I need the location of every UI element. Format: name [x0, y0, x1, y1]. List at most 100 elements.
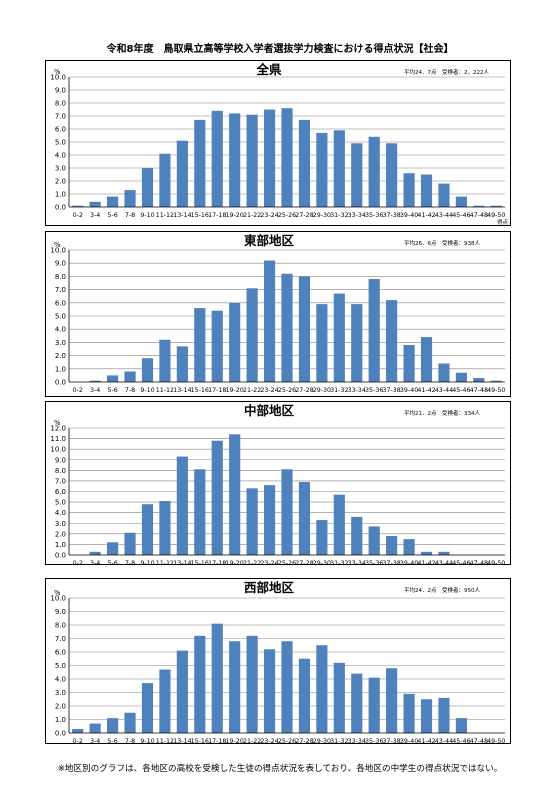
y-axis-unit: % [54, 589, 61, 597]
chart-stats: 平均26．6点 受検者：938人 [404, 239, 480, 247]
x-tick-label: 49-50 [487, 212, 505, 219]
x-tick-label: 35-36 [365, 560, 383, 566]
x-tick-label: 25-26 [278, 212, 296, 219]
y-tick-label: 8.0 [55, 273, 66, 281]
y-tick-label: 2.0 [55, 352, 66, 360]
y-tick-label: 6.0 [55, 299, 66, 307]
x-tick-label: 27-28 [295, 387, 313, 394]
y-tick-label: 0.0 [55, 552, 66, 560]
x-tick-label: 47-48 [470, 387, 488, 394]
bar [438, 183, 450, 207]
bar [263, 109, 276, 207]
x-tick-label: 9-10 [140, 560, 154, 566]
chart-stats: 平均24．2点 受検者：950人 [404, 586, 480, 594]
y-tick-label: 0.0 [55, 730, 66, 738]
bar [368, 526, 380, 555]
x-tick-label: 23-24 [260, 738, 278, 745]
y-tick-label: 3.0 [55, 689, 66, 697]
x-tick-label: 33-34 [348, 560, 366, 566]
x-tick-label: 45-46 [452, 212, 470, 219]
x-tick-label: 37-38 [382, 738, 400, 745]
y-tick-label: 12.0 [50, 425, 66, 433]
x-tick-label: 35-36 [365, 212, 383, 219]
x-tick-label: 41-42 [417, 387, 435, 394]
bar [298, 276, 311, 382]
x-tick-label: 39-40 [400, 738, 418, 745]
y-axis-unit: % [54, 68, 61, 76]
bar [246, 114, 258, 207]
x-tick-label: 31-32 [330, 560, 348, 566]
y-tick-label: 6.0 [55, 488, 66, 496]
bar [107, 196, 119, 207]
bar-chart: 中部地区 平均21．2点 受検者：334人% 0.0 1.0 2.0 3.0 4.0 5.0 6… [50, 403, 505, 566]
bar [211, 440, 223, 555]
x-tick-label: 5-6 [107, 560, 117, 566]
x-tick-label: 7-8 [125, 560, 135, 566]
bar [368, 677, 380, 733]
bar [403, 173, 415, 207]
x-tick-label: 0-2 [73, 212, 83, 219]
bar [281, 273, 293, 382]
y-tick-label: 4.0 [55, 509, 66, 517]
x-tick-label: 29-30 [313, 387, 331, 394]
x-tick-label: 27-28 [295, 738, 313, 745]
x-tick-label: 11-12 [156, 387, 174, 394]
y-tick-label: 5.0 [55, 313, 66, 321]
y-tick-label: 10.0 [50, 74, 66, 82]
chart-title: 中部地区 [244, 403, 295, 418]
bar [263, 649, 276, 733]
bar [229, 641, 241, 733]
y-tick-label: 2.0 [55, 178, 66, 186]
chart-title: 東部地区 [244, 233, 295, 248]
y-tick-label: 4.0 [55, 152, 66, 160]
bar [351, 673, 363, 733]
y-tick-label: 0.0 [55, 379, 66, 387]
x-tick-label: 11-12 [156, 738, 174, 745]
bar [211, 623, 223, 733]
y-tick-label: 7.0 [55, 635, 66, 643]
bar [263, 260, 276, 382]
x-tick-label: 15-16 [191, 212, 209, 219]
x-tick-label: 17-18 [208, 738, 226, 745]
bar [159, 153, 171, 207]
bar-chart: 東部地区 平均26．6点 受検者：938人% 0.0 1.0 2.0 3.0 4.0 5.0 6… [50, 233, 505, 394]
y-tick-label: 11.0 [50, 435, 66, 443]
bar [281, 108, 293, 207]
bar [176, 650, 188, 733]
bar [246, 288, 258, 382]
bar [141, 504, 154, 555]
bar [386, 300, 398, 382]
bar [229, 113, 241, 207]
y-tick-label: 5.0 [55, 139, 66, 147]
x-tick-label: 15-16 [191, 560, 209, 566]
y-tick-label: 0.0 [55, 204, 66, 212]
bar [107, 542, 119, 555]
y-tick-label: 4.0 [55, 326, 66, 334]
bar [455, 372, 467, 382]
bar [107, 375, 119, 382]
x-tick-label: 41-42 [417, 738, 435, 745]
x-tick-label: 43-44 [435, 387, 453, 394]
footnote: ※地区別のグラフは、各地区の高校を受検した生徒の得点状況を表しており、各地区の中… [57, 764, 503, 774]
bar [89, 551, 101, 555]
bar [141, 683, 154, 733]
y-tick-label: 1.0 [55, 541, 66, 549]
bar-chart: 全県 平均24．7点 受検者：2，222人% 0.0 1.0 2.0 3.0 4.0 5.0 6… [50, 62, 508, 226]
x-tick-label: 7-8 [125, 738, 135, 745]
x-tick-label: 49-50 [487, 560, 505, 566]
bar [316, 520, 328, 555]
x-tick-label: 7-8 [125, 387, 135, 394]
bar [194, 469, 206, 555]
y-tick-label: 1.0 [55, 191, 66, 199]
bar [141, 358, 154, 382]
y-tick-label: 1.0 [55, 716, 66, 724]
x-tick-label: 37-38 [382, 212, 400, 219]
x-tick-label: 27-28 [295, 560, 313, 566]
x-tick-label: 43-44 [435, 212, 453, 219]
x-tick-label: 15-16 [191, 387, 209, 394]
bar [490, 380, 502, 382]
x-tick-label: 0-2 [73, 387, 83, 394]
bar [124, 190, 136, 207]
y-tick-label: 9.0 [55, 260, 66, 268]
x-tick-label: 17-18 [208, 212, 226, 219]
